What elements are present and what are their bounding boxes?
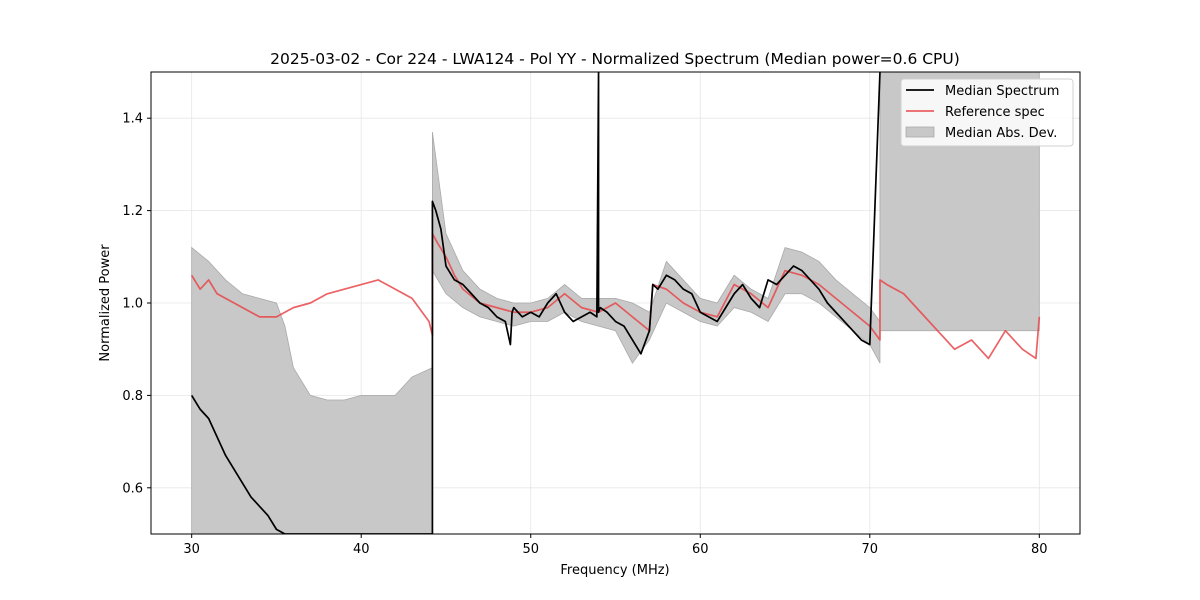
median-spectrum-line bbox=[190, 72, 881, 534]
chart-title: 2025-03-02 - Cor 224 - LWA124 - Pol YY -… bbox=[270, 50, 960, 68]
y-axis-label: Normalized Power bbox=[98, 244, 113, 362]
x-tick-label: 40 bbox=[353, 542, 370, 557]
x-tick-label: 70 bbox=[862, 542, 879, 557]
y-tick-label: 1.4 bbox=[122, 112, 143, 127]
y-tick-label: 0.6 bbox=[122, 481, 143, 496]
legend: Median Spectrum Reference spec Median Ab… bbox=[900, 78, 1074, 147]
y-tick-label: 1.2 bbox=[122, 204, 143, 219]
legend-median-label: Median Spectrum bbox=[945, 84, 1059, 99]
legend-reference-label: Reference spec bbox=[945, 105, 1045, 120]
y-axis-ticks: 0.6 0.8 1.0 1.2 1.4 bbox=[122, 112, 151, 496]
x-tick-label: 30 bbox=[183, 542, 200, 557]
plot-data bbox=[190, 72, 1041, 534]
y-tick-label: 1.0 bbox=[122, 297, 143, 312]
legend-box bbox=[900, 78, 1074, 147]
x-tick-label: 80 bbox=[1031, 542, 1048, 557]
x-axis-label: Frequency (MHz) bbox=[560, 563, 669, 578]
legend-mad-label: Median Abs. Dev. bbox=[945, 126, 1057, 141]
legend-mad-swatch bbox=[905, 126, 935, 138]
reference-spec-line bbox=[190, 232, 1041, 360]
y-tick-label: 0.8 bbox=[122, 389, 143, 404]
x-axis-ticks: 30 40 50 60 70 80 bbox=[183, 534, 1048, 557]
x-tick-label: 60 bbox=[692, 542, 709, 557]
x-tick-label: 50 bbox=[522, 542, 539, 557]
